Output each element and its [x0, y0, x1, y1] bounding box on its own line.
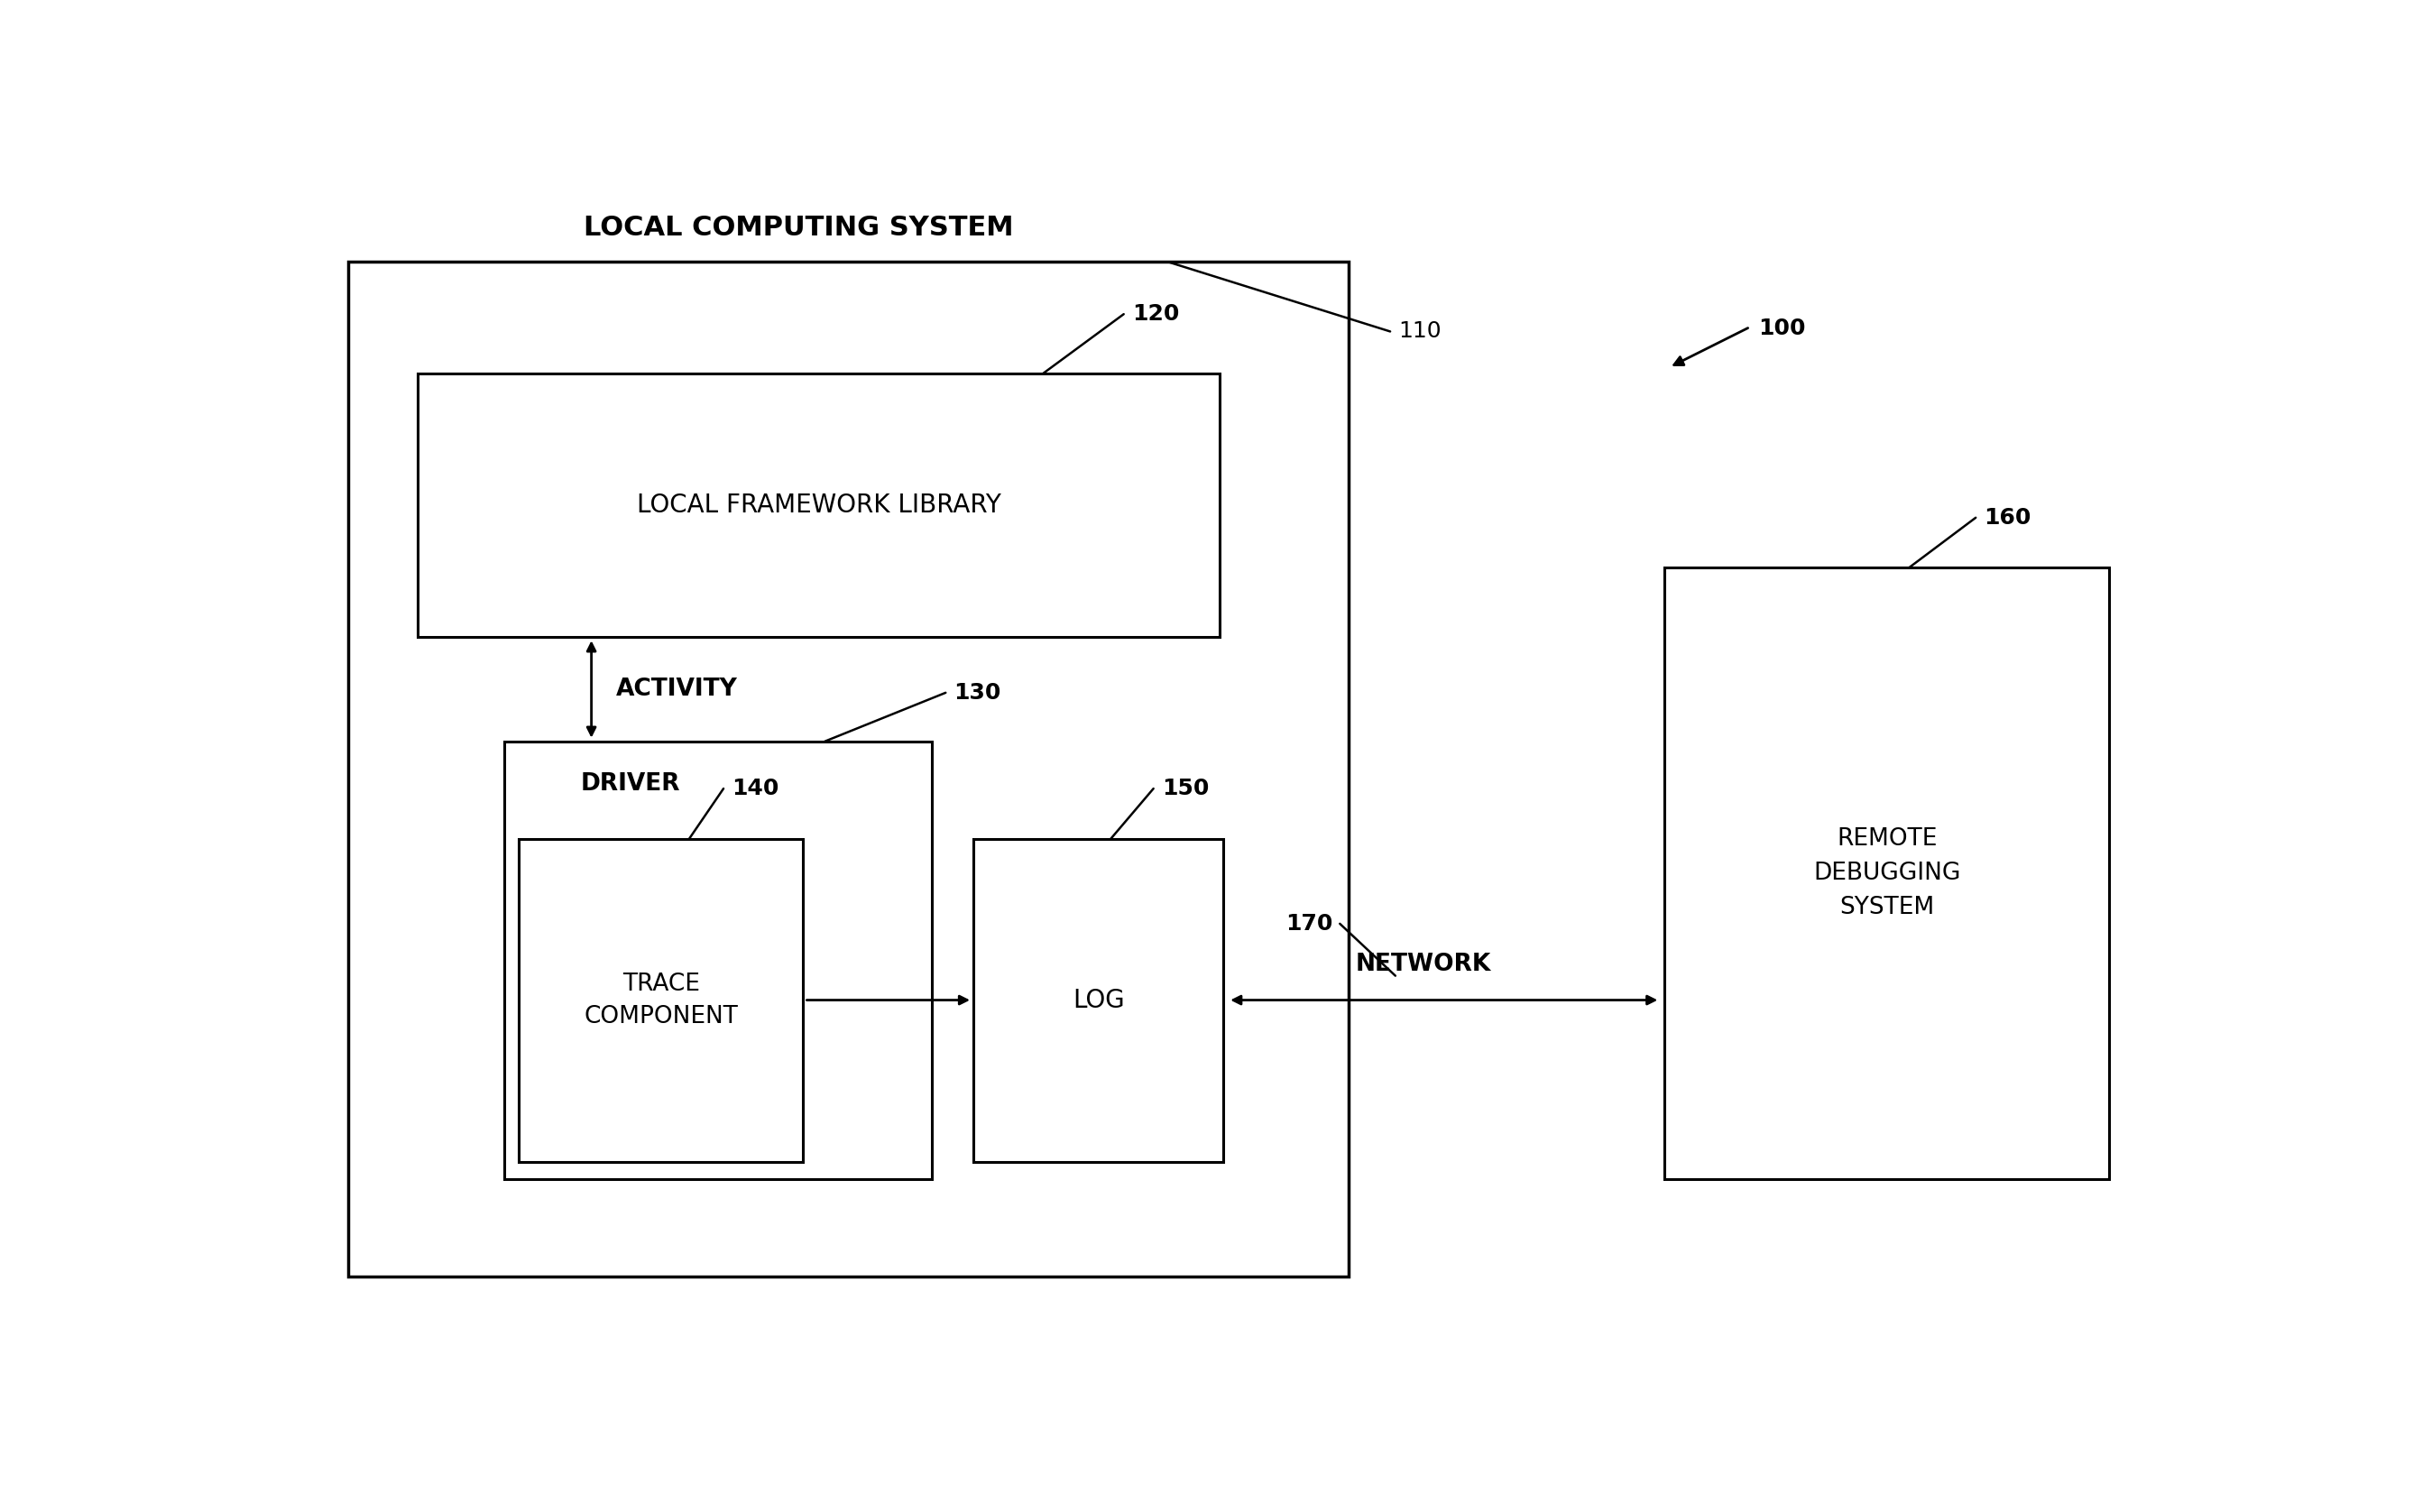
Text: 100: 100 [1758, 318, 1805, 339]
Text: DRIVER: DRIVER [581, 773, 681, 795]
Bar [418, 373, 1221, 637]
Text: LOCAL FRAMEWORK LIBRARY: LOCAL FRAMEWORK LIBRARY [637, 493, 1002, 517]
Text: 170: 170 [1287, 913, 1333, 934]
Text: LOCAL COMPUTING SYSTEM: LOCAL COMPUTING SYSTEM [584, 215, 1014, 242]
Bar [1663, 567, 2109, 1179]
Text: LOG: LOG [1073, 987, 1124, 1013]
Text: REMOTE
DEBUGGING
SYSTEM: REMOTE DEBUGGING SYSTEM [1814, 827, 1960, 919]
Bar [348, 262, 1347, 1276]
Text: ACTIVITY: ACTIVITY [615, 677, 737, 702]
Text: NETWORK: NETWORK [1355, 953, 1491, 975]
Text: 160: 160 [1985, 507, 2031, 529]
Text: 110: 110 [1398, 321, 1442, 342]
Bar [973, 839, 1223, 1161]
Text: 150: 150 [1162, 777, 1209, 800]
Text: TRACE
COMPONENT: TRACE COMPONENT [584, 972, 737, 1028]
Text: 130: 130 [953, 682, 1002, 703]
Text: 140: 140 [732, 777, 778, 800]
Text: 120: 120 [1131, 304, 1180, 325]
Bar [503, 741, 931, 1179]
Bar [518, 839, 803, 1161]
